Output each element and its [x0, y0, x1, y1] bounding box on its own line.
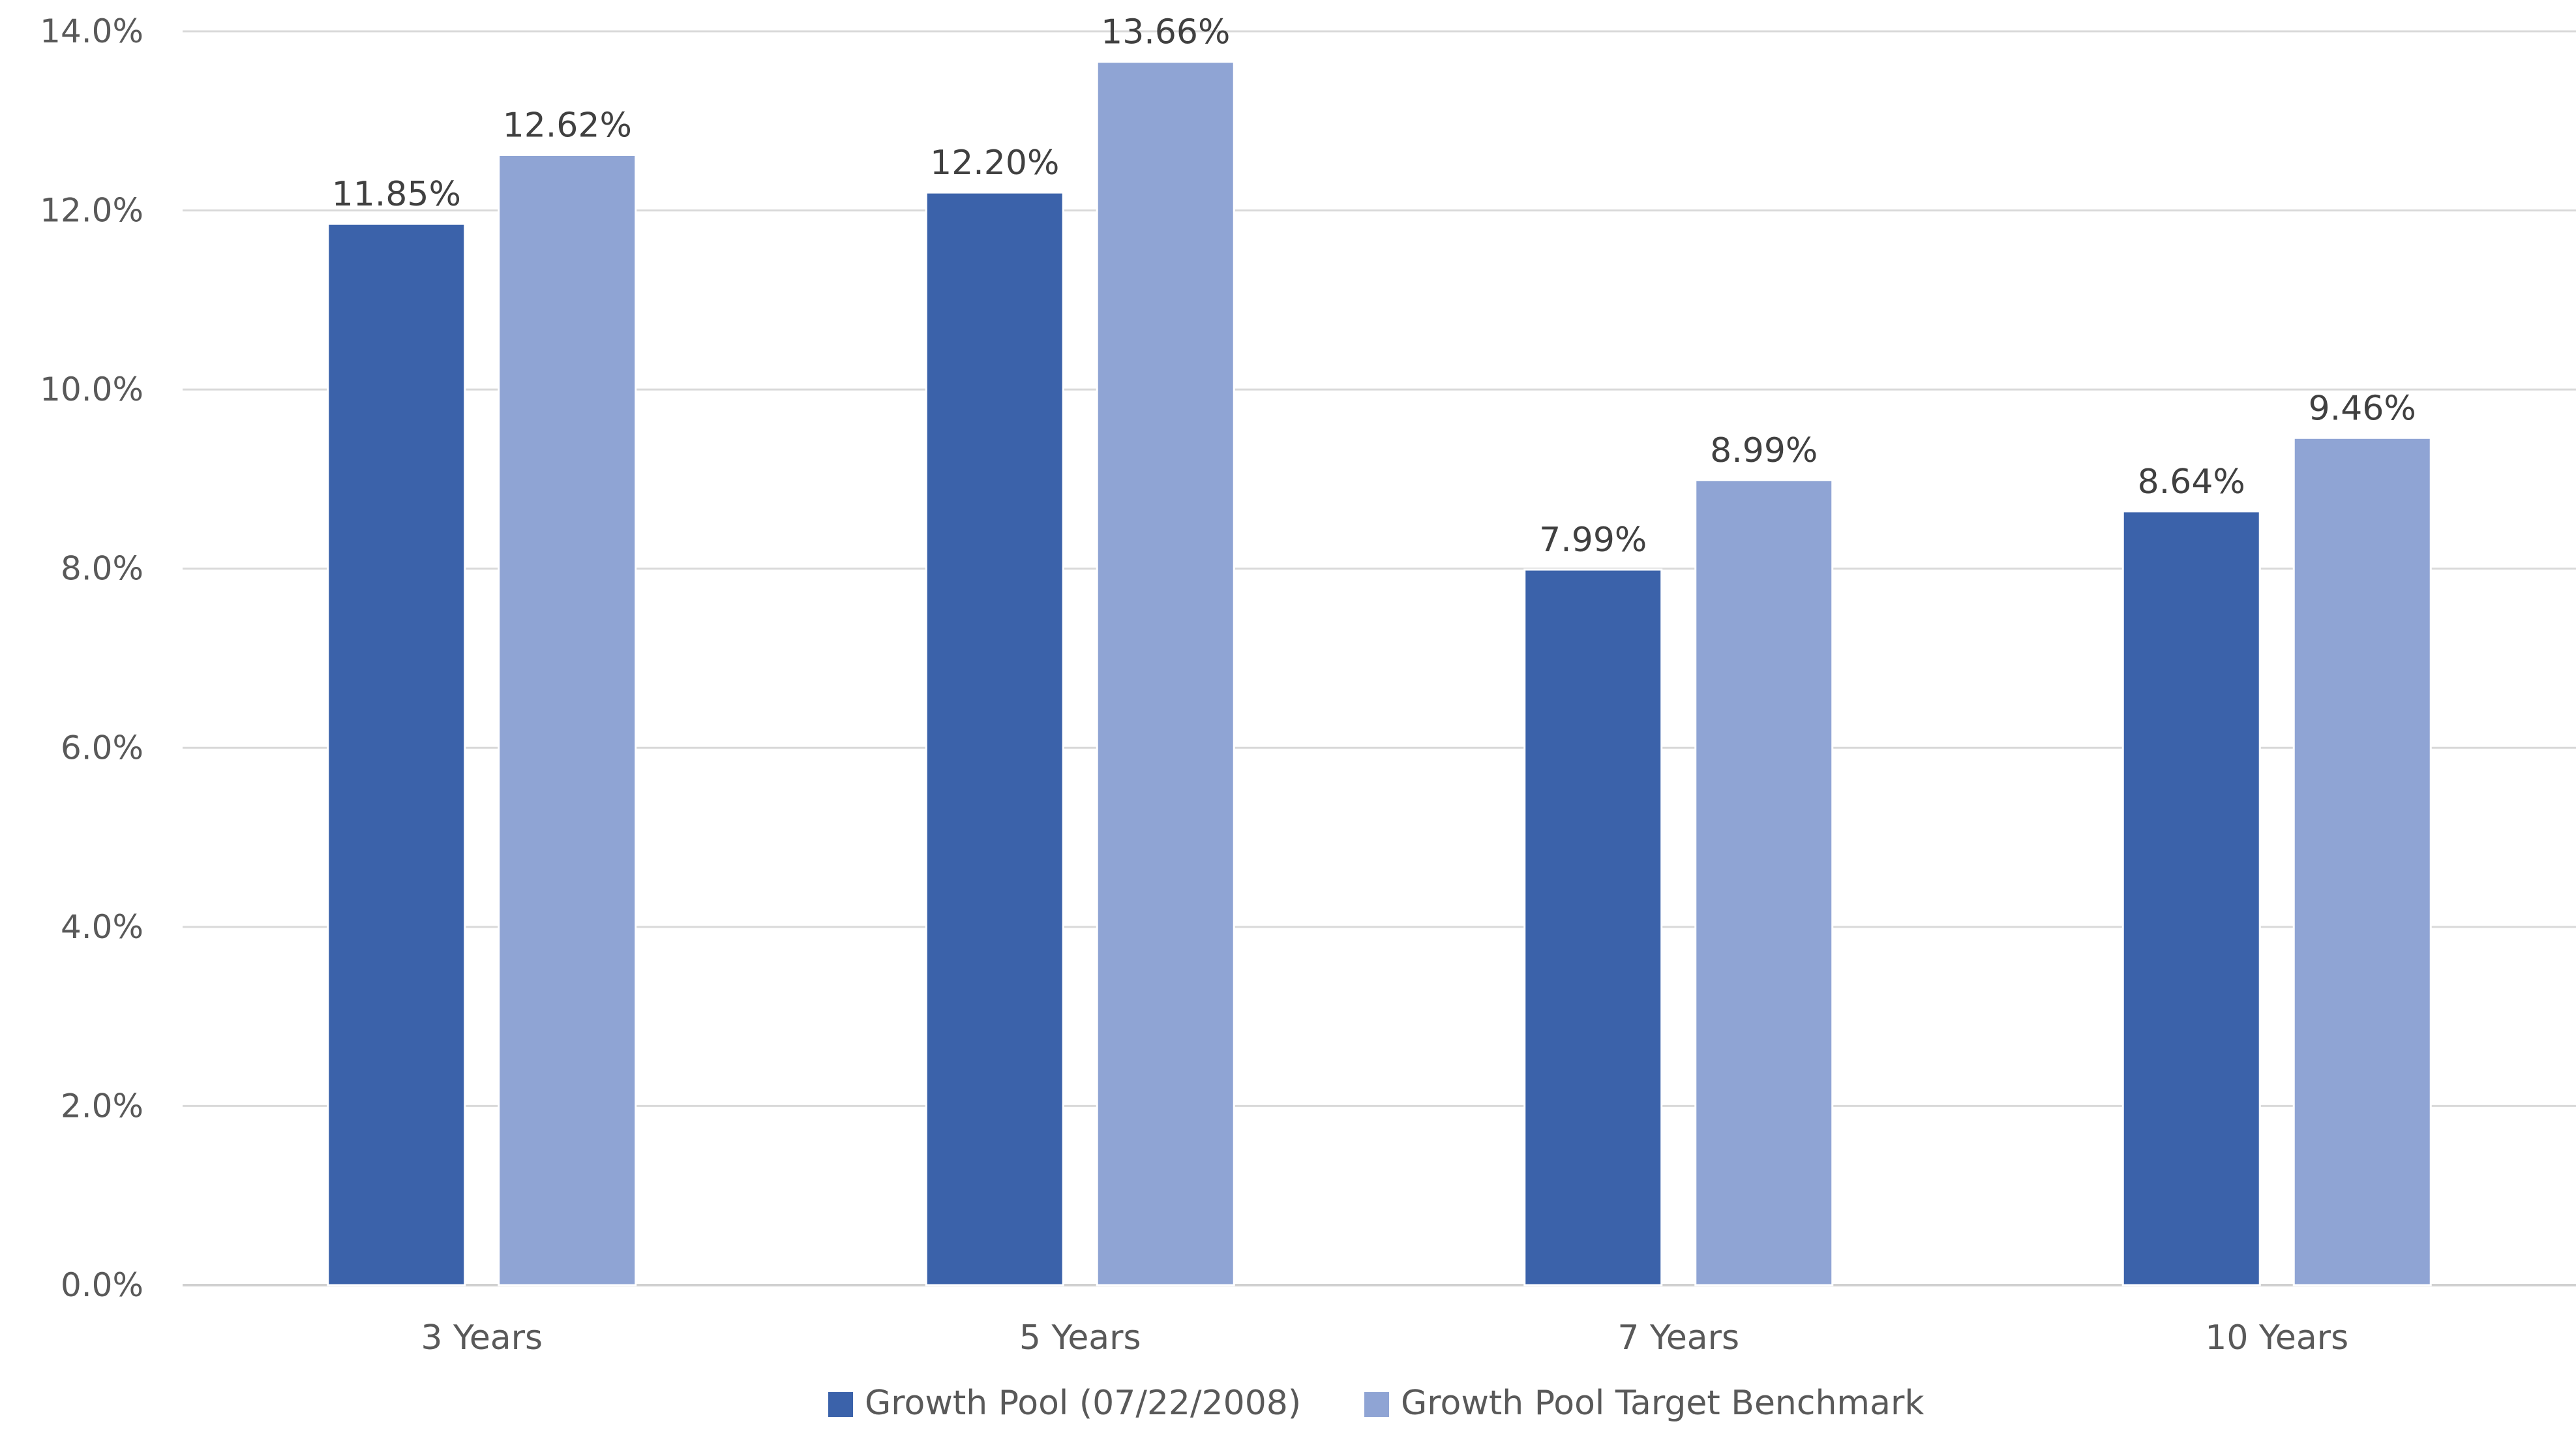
data-label: 9.46%: [2309, 389, 2416, 428]
bars-layer: [327, 61, 2432, 1286]
y-tick-label: 14.0%: [40, 12, 143, 50]
legend: Growth Pool (07/22/2008) Growth Pool Targ…: [828, 1384, 1924, 1423]
bar-series-2: [2292, 436, 2432, 1286]
data-label: 11.85%: [332, 175, 461, 214]
y-tick-label: 4.0%: [61, 908, 143, 946]
bar-series-1: [327, 222, 466, 1286]
x-category-label: 10 Years: [2205, 1318, 2348, 1358]
bar-series-1: [925, 191, 1064, 1286]
legend-swatch-series-1: [828, 1392, 853, 1417]
bar-series-2: [498, 153, 637, 1286]
data-label: 13.66%: [1101, 13, 1230, 52]
x-category-label: 5 Years: [1019, 1318, 1141, 1358]
bar-series-2: [1096, 61, 1235, 1286]
y-tick-label: 0.0%: [61, 1266, 143, 1304]
data-label: 8.99%: [1710, 431, 1818, 470]
x-category-label: 3 Years: [421, 1318, 543, 1358]
bar-series-1: [1523, 568, 1663, 1286]
bar-series-2: [1694, 479, 1834, 1286]
legend-label-series-2: Growth Pool Target Benchmark: [1401, 1384, 1924, 1423]
data-label: 8.64%: [2138, 463, 2245, 502]
bar-series-1: [2121, 510, 2261, 1286]
data-label: 7.99%: [1539, 521, 1647, 560]
data-label: 12.62%: [503, 106, 632, 145]
legend-label-series-1: Growth Pool (07/22/2008): [865, 1384, 1301, 1423]
y-tick-label: 6.0%: [61, 729, 143, 767]
y-tick-label: 10.0%: [40, 371, 143, 408]
legend-swatch-series-2: [1364, 1392, 1389, 1417]
y-tick-label: 12.0%: [40, 192, 143, 230]
y-tick-label: 8.0%: [61, 550, 143, 588]
data-labels-layer: 11.85% 12.62% 12.20% 13.66% 7.99% 8.99% 8.64% 9…: [332, 13, 2416, 560]
data-label: 12.20%: [930, 144, 1059, 183]
x-axis-category-labels: 3 Years 5 Years 7 Years 10 Years: [421, 1318, 2348, 1358]
x-category-label: 7 Years: [1617, 1318, 1739, 1358]
y-axis-tick-labels: 0.0% 2.0% 4.0% 6.0% 8.0% 10.0% 12.0% 14.0%: [40, 12, 143, 1304]
y-tick-label: 2.0%: [61, 1087, 143, 1125]
